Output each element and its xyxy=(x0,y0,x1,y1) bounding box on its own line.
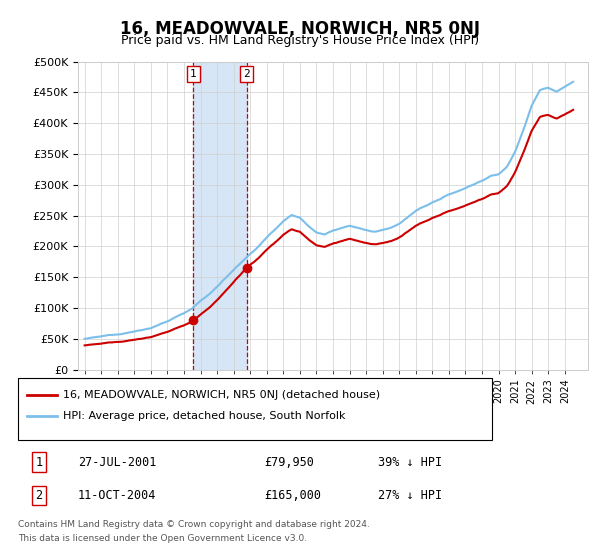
Text: £165,000: £165,000 xyxy=(264,489,321,502)
Text: 1: 1 xyxy=(190,69,197,79)
Bar xyxy=(193,62,247,370)
Text: 16, MEADOWVALE, NORWICH, NR5 0NJ (detached house): 16, MEADOWVALE, NORWICH, NR5 0NJ (detach… xyxy=(63,390,380,400)
Text: 1: 1 xyxy=(35,455,43,469)
Text: 11-OCT-2004: 11-OCT-2004 xyxy=(78,489,157,502)
Text: 2: 2 xyxy=(243,69,250,79)
Text: Price paid vs. HM Land Registry's House Price Index (HPI): Price paid vs. HM Land Registry's House … xyxy=(121,34,479,46)
Text: £79,950: £79,950 xyxy=(264,455,314,469)
Text: 16, MEADOWVALE, NORWICH, NR5 0NJ: 16, MEADOWVALE, NORWICH, NR5 0NJ xyxy=(120,20,480,38)
Text: 27% ↓ HPI: 27% ↓ HPI xyxy=(378,489,442,502)
Text: HPI: Average price, detached house, South Norfolk: HPI: Average price, detached house, Sout… xyxy=(63,411,346,421)
Text: 2: 2 xyxy=(35,489,43,502)
Text: Contains HM Land Registry data © Crown copyright and database right 2024.: Contains HM Land Registry data © Crown c… xyxy=(18,520,370,529)
Text: This data is licensed under the Open Government Licence v3.0.: This data is licensed under the Open Gov… xyxy=(18,534,307,543)
Text: 27-JUL-2001: 27-JUL-2001 xyxy=(78,455,157,469)
Text: 39% ↓ HPI: 39% ↓ HPI xyxy=(378,455,442,469)
